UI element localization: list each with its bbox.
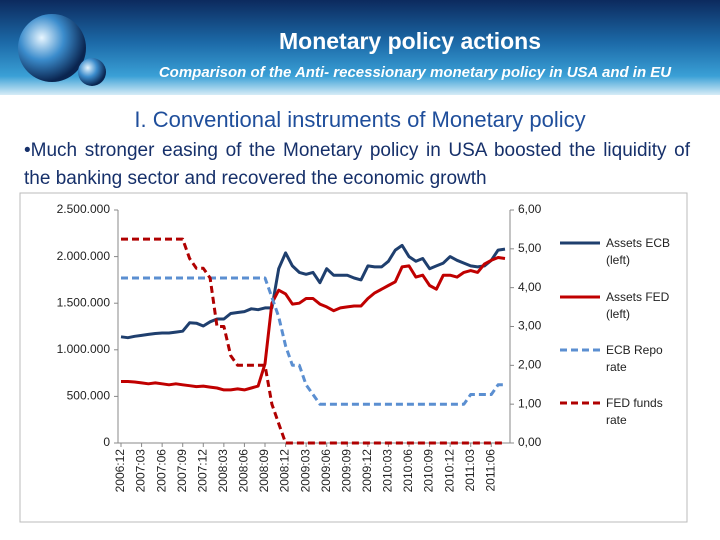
x-tick-label: 2011:06 xyxy=(483,449,497,492)
x-tick-label: 2009:12 xyxy=(360,449,374,493)
globe xyxy=(18,14,86,82)
x-tick-label: 2011:03 xyxy=(463,449,477,492)
x-tick-label: 2006:12 xyxy=(113,449,127,493)
chart-frame xyxy=(19,192,688,523)
series-line xyxy=(121,256,506,392)
legend-label: Assets ECB (left) xyxy=(606,236,671,267)
x-tick-label: 2007:03 xyxy=(134,449,148,493)
y2-tick-label: 3,00 xyxy=(518,319,542,333)
x-tick-label: 2007:09 xyxy=(175,449,189,493)
x-tick-label: 2008:09 xyxy=(257,449,271,493)
x-tick-label: 2010:03 xyxy=(381,449,395,493)
globe-icon xyxy=(18,14,106,86)
x-tick-label: 2007:12 xyxy=(195,449,209,493)
x-tick-label: 2010:06 xyxy=(401,449,415,493)
header-band xyxy=(0,0,720,95)
y2-tick-label: 5,00 xyxy=(518,241,542,255)
subtitle: Comparison of the Anti- recessionary mon… xyxy=(158,64,672,81)
bullet-text: •Much stronger easing of the Monetary po… xyxy=(24,140,690,189)
x-tick-label: 2010:09 xyxy=(422,449,436,493)
title: Monetary policy actions xyxy=(278,28,541,54)
y-tick-label: 1.500.000 xyxy=(57,295,111,309)
y2-tick-label: 6,00 xyxy=(518,202,542,216)
y2-tick-label: 2,00 xyxy=(518,358,542,372)
globe-small xyxy=(78,58,106,86)
series-line xyxy=(120,243,506,340)
y-tick-label: 2.000.000 xyxy=(57,249,111,263)
x-tick-label: 2007:06 xyxy=(154,449,168,493)
y2-tick-label: 1,00 xyxy=(518,396,542,410)
heading: I. Conventional instruments of Monetary … xyxy=(134,107,586,132)
y-tick-label: 2.500.000 xyxy=(57,202,111,216)
x-tick-label: 2008:12 xyxy=(278,449,292,493)
y-tick-label: 500.000 xyxy=(67,389,111,403)
legend-label: FED funds rate xyxy=(606,396,663,427)
x-tick-label: 2009:09 xyxy=(339,449,353,493)
x-tick-label: 2008:03 xyxy=(216,449,230,493)
y2-tick-label: 0,00 xyxy=(518,435,542,449)
x-tick-label: 2009:06 xyxy=(319,449,333,493)
x-tick-label: 2009:03 xyxy=(298,449,312,493)
legend-label: ECB Repo rate xyxy=(606,343,663,374)
series-line xyxy=(121,237,505,445)
y-tick-label: 1.000.000 xyxy=(57,342,111,356)
series-line xyxy=(121,276,505,406)
y2-tick-label: 4,00 xyxy=(518,280,542,294)
y-tick-label: 0 xyxy=(103,435,110,449)
x-tick-label: 2008:06 xyxy=(237,449,251,493)
x-tick-label: 2010:12 xyxy=(442,449,456,493)
legend-label: Assets FED (left) xyxy=(606,290,670,321)
